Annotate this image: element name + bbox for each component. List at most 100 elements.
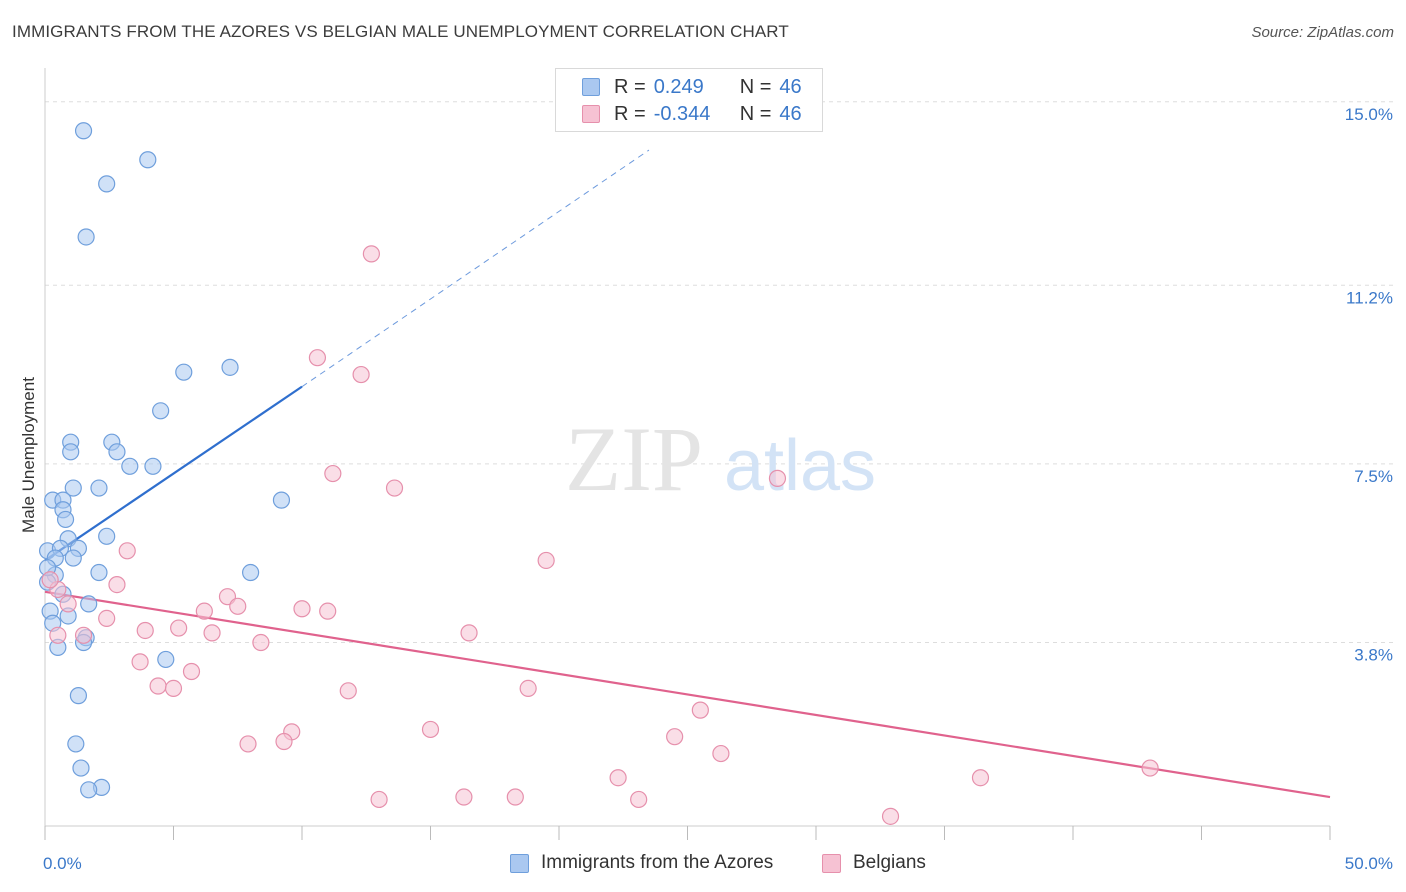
y-axis-label: Male Unemployment bbox=[19, 377, 38, 533]
azores-point bbox=[77, 228, 95, 246]
azores-point bbox=[157, 650, 175, 669]
belgians-point bbox=[370, 790, 388, 809]
legend-swatch-azores bbox=[582, 78, 600, 96]
y-tick-label: 3.8% bbox=[1354, 646, 1393, 665]
azores-point bbox=[221, 358, 239, 376]
belgians-point bbox=[136, 621, 154, 640]
azores-point bbox=[108, 443, 126, 461]
azores-point bbox=[139, 151, 157, 169]
belgians-point bbox=[252, 633, 270, 652]
azores-point bbox=[98, 527, 116, 545]
belgians-point bbox=[352, 365, 370, 384]
belgians-point bbox=[164, 679, 183, 698]
belgians-point bbox=[630, 790, 648, 809]
legend-r-label: R = bbox=[614, 102, 646, 125]
azores-point bbox=[80, 595, 98, 613]
belgians-point bbox=[118, 542, 136, 560]
legend-n-value-belgians: 46 bbox=[779, 102, 802, 125]
belgians-point bbox=[768, 469, 787, 487]
belgians-point bbox=[609, 769, 627, 787]
azores-point bbox=[242, 563, 260, 582]
belgians-point bbox=[385, 479, 404, 497]
axes bbox=[44, 68, 1331, 840]
belgians-point bbox=[108, 575, 126, 594]
belgians-point bbox=[98, 609, 116, 627]
trend-lines bbox=[44, 149, 1331, 799]
legend-row-azores: R = 0.249 N = 46 bbox=[582, 75, 802, 99]
azores-point bbox=[144, 457, 162, 475]
y-tick-label: 11.2% bbox=[1346, 288, 1393, 307]
azores-point bbox=[98, 175, 116, 193]
belgians-point bbox=[691, 701, 709, 719]
legend-n-label: N = bbox=[739, 75, 772, 98]
belgians-point bbox=[203, 624, 221, 642]
azores-point bbox=[175, 363, 193, 381]
belgians-point bbox=[506, 788, 524, 806]
data-points bbox=[38, 122, 1159, 825]
azores-point bbox=[121, 457, 139, 475]
azores-trend-line bbox=[44, 385, 303, 562]
series-label-belgians: Belgians bbox=[853, 852, 926, 873]
belgians-trend-line bbox=[44, 590, 1331, 799]
belgians-point bbox=[308, 349, 327, 367]
y-tick-label: 7.5% bbox=[1354, 467, 1393, 486]
watermark-zip: ZIP bbox=[565, 408, 703, 510]
azores-point bbox=[80, 781, 98, 799]
belgians-point bbox=[293, 600, 311, 618]
series-swatch-belgians bbox=[822, 853, 841, 873]
belgians-point bbox=[74, 626, 93, 644]
tick-labels: 3.8% 7.5% 11.2% 15.0% 0.0% 50.0% bbox=[43, 105, 1393, 873]
y-tick-label: 15.0% bbox=[1345, 105, 1393, 124]
belgians-point bbox=[149, 677, 167, 695]
azores-point bbox=[74, 122, 93, 140]
azores-point bbox=[72, 759, 90, 777]
legend-row-belgians: R = -0.344 N = 46 bbox=[582, 102, 802, 126]
azores-point bbox=[90, 479, 108, 497]
belgians-point bbox=[239, 735, 257, 753]
belgians-point bbox=[229, 597, 247, 615]
x-tick-label: 50.0% bbox=[1345, 854, 1393, 873]
azores-point bbox=[272, 491, 291, 509]
legend-n-label: N = bbox=[739, 102, 772, 125]
belgians-point bbox=[195, 602, 213, 620]
belgians-point bbox=[131, 653, 149, 671]
azores-point bbox=[56, 510, 75, 529]
belgians-point bbox=[455, 788, 473, 806]
x-tick-label: 0.0% bbox=[43, 854, 82, 873]
azores-point bbox=[64, 479, 82, 497]
belgians-point bbox=[319, 602, 337, 620]
belgians-point bbox=[712, 744, 730, 763]
azores-point bbox=[69, 687, 88, 705]
chart-title: IMMIGRANTS FROM THE AZORES VS BELGIAN MA… bbox=[12, 22, 789, 41]
belgians-point bbox=[59, 595, 77, 613]
belgians-point bbox=[971, 769, 990, 787]
belgians-point bbox=[519, 679, 537, 698]
series-legend-azores: Immigrants from the Azores bbox=[510, 852, 773, 874]
correlation-legend: R = 0.249 N = 46 R = -0.344 N = 46 bbox=[555, 68, 823, 132]
belgians-point bbox=[41, 571, 59, 589]
belgians-point bbox=[666, 728, 684, 746]
belgians-point bbox=[275, 732, 293, 751]
legend-r-value-belgians: -0.344 bbox=[653, 102, 711, 125]
belgians-point bbox=[362, 245, 380, 263]
chart-source: Source: ZipAtlas.com bbox=[1251, 24, 1394, 41]
azores-trend-line-extension bbox=[301, 149, 650, 388]
belgians-point bbox=[881, 807, 900, 825]
series-legend-belgians: Belgians bbox=[822, 852, 926, 874]
belgians-point bbox=[170, 619, 188, 637]
belgians-point bbox=[324, 464, 342, 483]
series-label-azores: Immigrants from the Azores bbox=[541, 852, 774, 873]
azores-point bbox=[90, 563, 108, 582]
belgians-point bbox=[182, 662, 201, 681]
belgians-point bbox=[1141, 759, 1159, 777]
grid-lines bbox=[45, 101, 1395, 644]
belgians-point bbox=[537, 551, 555, 570]
belgians-point bbox=[339, 682, 357, 700]
legend-r-label: R = bbox=[614, 75, 646, 98]
azores-point bbox=[67, 735, 85, 753]
belgians-point bbox=[49, 626, 67, 644]
azores-point bbox=[152, 402, 170, 420]
watermark-atlas: atlas bbox=[724, 426, 876, 506]
legend-n-value-azores: 46 bbox=[779, 75, 802, 98]
